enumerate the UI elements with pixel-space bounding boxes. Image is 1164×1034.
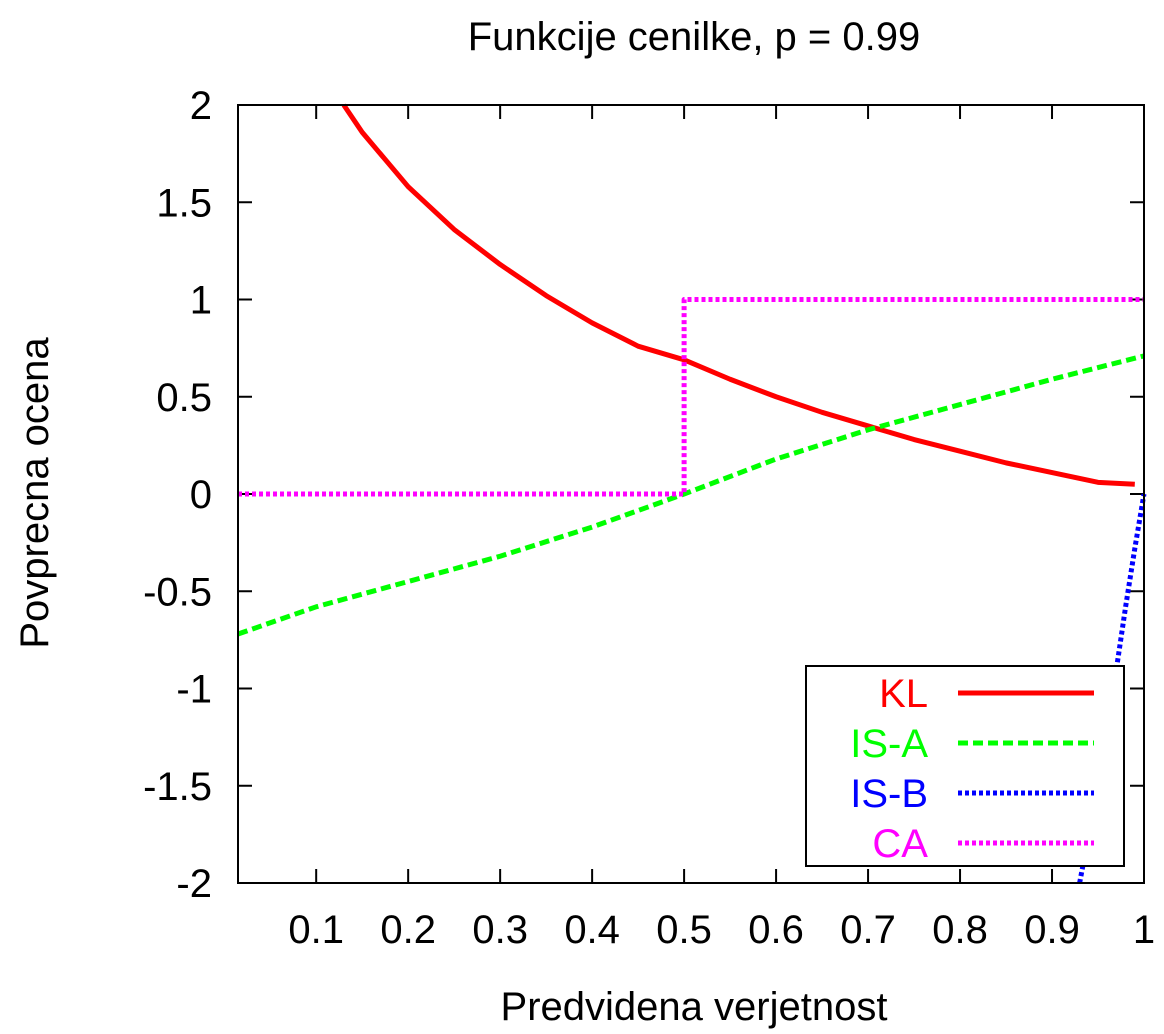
y-tick-label: -1	[176, 668, 212, 712]
x-tick-label: 0.5	[656, 908, 712, 952]
x-tick-label: 0.2	[380, 908, 436, 952]
legend-label-is-b: IS-B	[850, 772, 928, 816]
y-axis-label: Povprecna ocena	[13, 337, 57, 649]
chart-title: Funkcije cenilke, p = 0.99	[468, 15, 920, 59]
y-tick-label: 1	[190, 279, 212, 323]
legend-box	[805, 665, 1125, 867]
y-tick-label: 0	[190, 473, 212, 517]
x-tick-label: 0.7	[840, 908, 896, 952]
series-line-kl	[341, 103, 1135, 487]
plot-frame	[237, 104, 1145, 884]
x-tick-label: 0.1	[288, 908, 344, 952]
y-tick-label: 0.5	[156, 376, 212, 420]
y-tick-label: -1.5	[143, 765, 212, 809]
x-tick-label: 0.4	[564, 908, 620, 952]
legend: KL IS-A IS-B CA	[805, 665, 1125, 867]
x-tick-label: 0.8	[932, 908, 988, 952]
x-tick-label: 0.3	[472, 908, 528, 952]
x-tick-label: 0.6	[748, 908, 804, 952]
x-tick-label: 1	[1133, 908, 1155, 952]
x-tick-label: 0.9	[1024, 908, 1080, 952]
legend-label-ca: CA	[872, 822, 928, 866]
y-tick-label: -2	[176, 862, 212, 906]
y-tick-label: 2	[190, 84, 212, 128]
series-line-is-a	[237, 353, 1145, 637]
x-axis-label: Predvidena verjetnost	[501, 985, 888, 1029]
legend-label-is-a: IS-A	[850, 722, 928, 766]
y-tick-label: -0.5	[143, 570, 212, 614]
y-tick-label: 1.5	[156, 181, 212, 225]
legend-label-kl: KL	[879, 672, 928, 716]
series-line-ca	[238, 297, 1144, 497]
